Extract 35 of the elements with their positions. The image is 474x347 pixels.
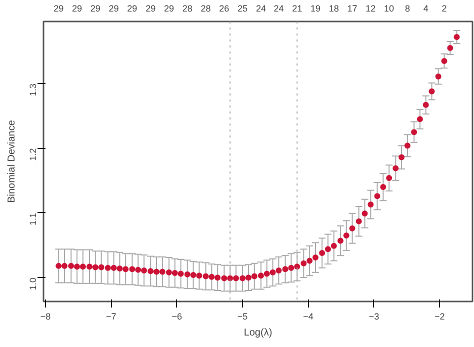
text: 24: [256, 4, 266, 14]
x-tick-label: −8: [40, 312, 51, 322]
x-tick-label: −7: [106, 312, 116, 322]
y-axis-title: Binomial Deviance: [6, 120, 18, 203]
x-tick-label: −4: [303, 312, 314, 322]
text: 29: [146, 4, 156, 14]
text: 18: [328, 4, 339, 14]
x-tick-label: −2: [434, 312, 445, 322]
text: 28: [182, 4, 192, 14]
text: 19: [310, 4, 320, 14]
text: 21: [292, 4, 302, 14]
text: 2: [442, 4, 447, 14]
text: 12: [366, 4, 376, 14]
text: 26: [219, 4, 230, 14]
text: 4: [423, 4, 428, 14]
text: 29: [54, 4, 64, 14]
text: 10: [384, 4, 394, 14]
text: 24: [274, 4, 284, 14]
text: 29: [90, 4, 100, 14]
y-tick-label: 1.2: [28, 148, 38, 161]
text: 28: [200, 4, 211, 14]
text: 8: [404, 4, 410, 14]
x-tick-label: −5: [237, 312, 248, 322]
x-tick-label: −6: [172, 312, 182, 322]
text: 29: [127, 4, 138, 14]
text: 29: [72, 4, 82, 14]
text: 29: [108, 4, 119, 14]
y-tick-label: 1.1: [28, 212, 38, 226]
y-tick-label: 1.3: [28, 84, 38, 96]
x-axis-title: Log(λ): [244, 328, 272, 338]
y-tick-label: 1.0: [28, 278, 38, 290]
text: 29: [164, 4, 174, 14]
text: 17: [347, 4, 358, 14]
x-tick-label: −3: [368, 312, 380, 322]
text: 25: [238, 4, 248, 14]
